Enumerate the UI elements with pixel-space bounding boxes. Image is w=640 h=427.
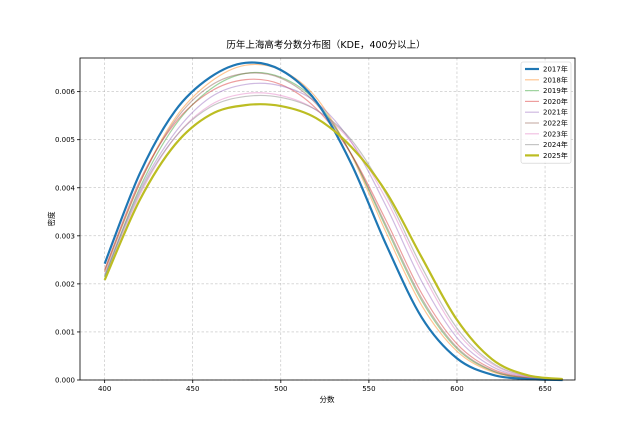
x-axis: 400 450 500 550 600 650 [98, 380, 552, 393]
x-axis-label: 分数 [320, 394, 335, 404]
legend-label-7: 2024年 [543, 140, 568, 149]
x-tick-label: 550 [362, 385, 375, 393]
legend-label-8: 2025年 [543, 151, 568, 160]
series-line-6 [104, 92, 563, 381]
legend-label-4: 2021年 [543, 108, 568, 117]
series-line-7 [104, 94, 563, 381]
y-axis: 0.000 0.001 0.002 0.003 0.004 0.005 0.006 [55, 88, 80, 385]
legend-label-3: 2020年 [543, 97, 568, 106]
y-tick-label: 0.000 [55, 377, 75, 385]
y-tick-label: 0.004 [55, 184, 76, 192]
x-tick-label: 600 [450, 385, 463, 393]
legend-label-5: 2022年 [543, 119, 568, 128]
y-tick-label: 0.001 [55, 328, 75, 336]
y-tick-label: 0.002 [55, 280, 75, 288]
y-axis-label: 密度 [46, 211, 56, 226]
legend-label-2: 2019年 [543, 86, 568, 95]
series-line-4 [104, 82, 563, 381]
series-line-0 [103, 61, 563, 382]
y-tick-label: 0.006 [55, 88, 76, 96]
series-line-2 [104, 71, 563, 381]
x-tick-label: 450 [186, 385, 199, 393]
chart-title: 历年上海高考分数分布图（KDE，400分以上） [226, 39, 425, 51]
series-line-8 [103, 103, 563, 381]
series-line-1 [104, 63, 563, 381]
x-tick-label: 400 [98, 385, 111, 393]
series-line-5 [104, 72, 563, 381]
legend-label-1: 2018年 [543, 75, 568, 84]
grid [80, 58, 575, 381]
legend-label-0: 2017年 [543, 65, 568, 74]
series-lines [103, 61, 563, 382]
legend-box [520, 61, 572, 164]
plot-frame [79, 57, 576, 381]
x-tick-label: 500 [274, 385, 287, 393]
legend-label-6: 2023年 [543, 129, 568, 138]
x-tick-label: 650 [538, 385, 551, 393]
y-tick-label: 0.003 [55, 232, 75, 240]
y-tick-label: 0.005 [55, 136, 75, 144]
